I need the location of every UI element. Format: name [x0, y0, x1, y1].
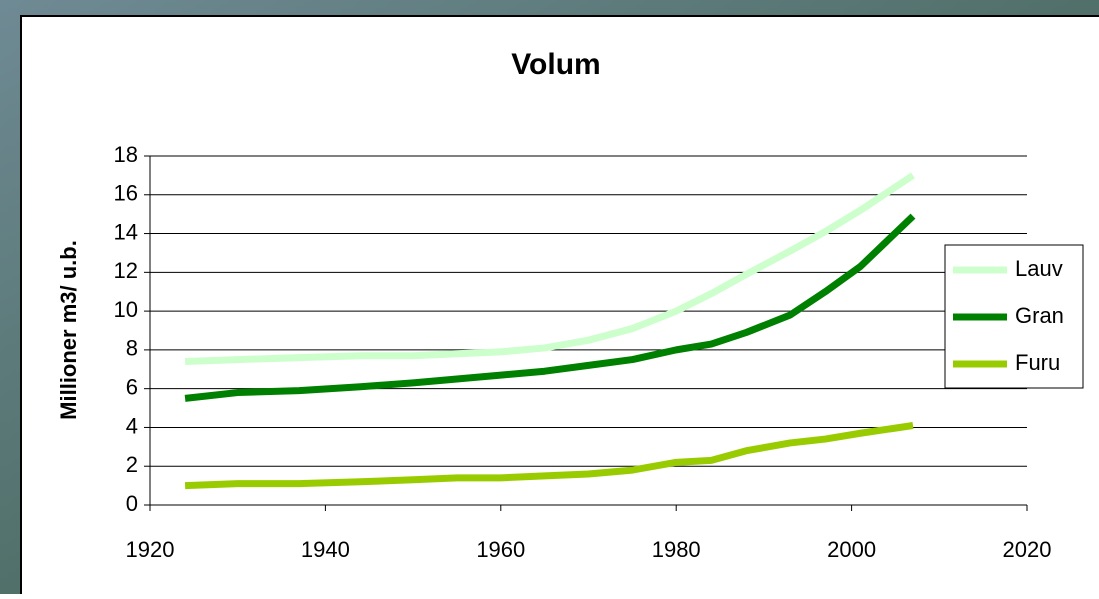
chart-title: Volum: [511, 48, 600, 81]
legend-label: Lauv: [1015, 256, 1063, 281]
y-tick-label: 0: [126, 491, 138, 516]
line-series: [184, 172, 915, 366]
y-tick-label: 6: [126, 374, 138, 399]
y-axis-label: Millioner m3/ u.b.: [56, 240, 81, 420]
x-tick-label: 1920: [126, 537, 175, 562]
legend-label: Furu: [1015, 350, 1060, 375]
legend-label: Gran: [1015, 303, 1064, 328]
chart-panel: [20, 15, 1099, 599]
y-tick-label: 8: [126, 336, 138, 361]
x-tick-label: 2000: [827, 537, 876, 562]
y-tick-label: 16: [114, 181, 138, 206]
x-tick-label: 1980: [652, 537, 701, 562]
y-tick-label: 10: [114, 297, 138, 322]
x-tick-label: 2020: [1003, 537, 1052, 562]
y-tick-label: 18: [114, 142, 138, 167]
line-series: [184, 422, 914, 490]
y-tick-label: 4: [126, 413, 138, 438]
y-tick-label: 14: [114, 219, 138, 244]
line-series: [184, 213, 916, 402]
x-tick-label: 1960: [476, 537, 525, 562]
y-tick-label: 2: [126, 452, 138, 477]
x-tick-label: 1940: [301, 537, 350, 562]
y-tick-label: 12: [114, 258, 138, 283]
